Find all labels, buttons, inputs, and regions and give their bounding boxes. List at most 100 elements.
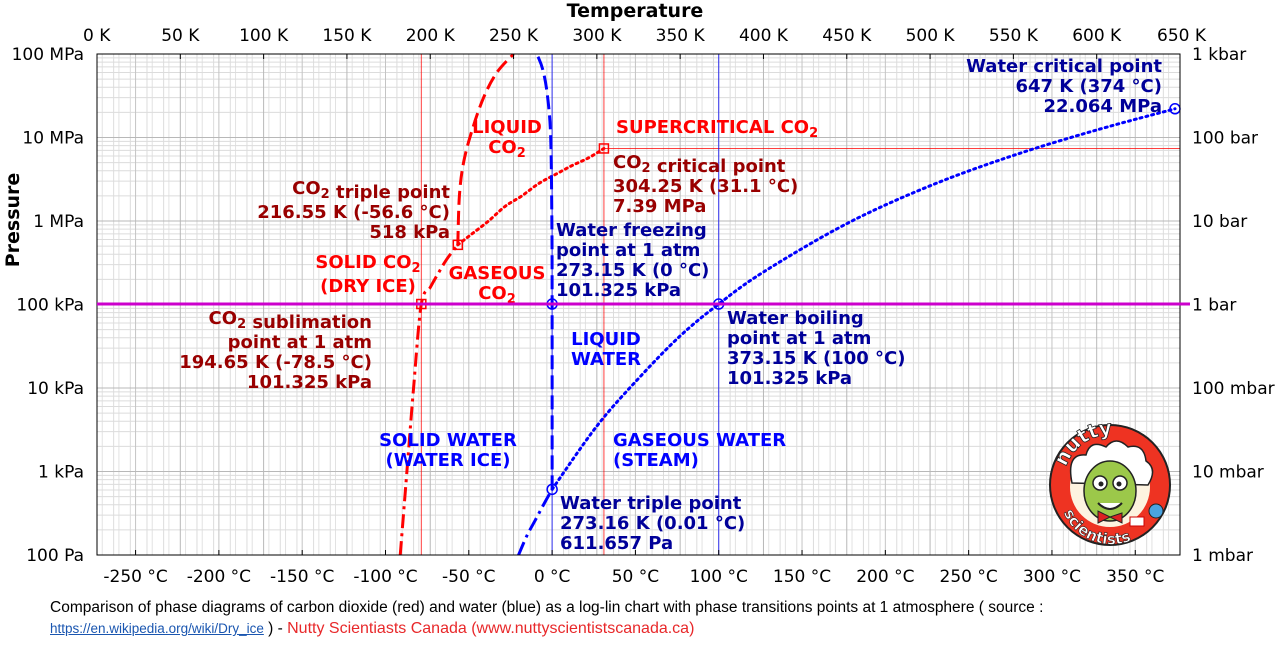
top-tick-label: 200 K: [406, 26, 456, 46]
annotation-text: triple point: [330, 182, 451, 203]
curve-co2-melting: [456, 54, 515, 245]
annotation: LIQUID CO2: [472, 117, 542, 161]
annotation-line: 101.325 kPa: [247, 372, 372, 393]
annotation-line: GASEOUS WATER: [613, 430, 786, 451]
bottom-tick-label: -50 °C: [442, 567, 496, 587]
bottom-tick-label: 300 °C: [1023, 567, 1081, 587]
annotation-line: CO2 triple point: [292, 178, 450, 203]
bottom-tick-label: 0 °C: [534, 567, 571, 587]
top-tick-label: 250 K: [489, 26, 539, 46]
annotation: SUPERCRITICAL CO2: [616, 117, 818, 141]
logo-bowtie: [1097, 510, 1123, 524]
left-tick-label: 100 kPa: [16, 296, 84, 316]
bottom-tick-label: 200 °C: [856, 567, 914, 587]
annotation-line: CO2: [488, 137, 526, 161]
annotation-line: 373.15 K (100 °C): [727, 348, 905, 369]
bottom-tick-label: 50 °C: [612, 567, 659, 587]
annotation: Water freezing point at 1 atm 273.15 K (0 …: [556, 220, 709, 301]
left-axis-title: Pressure: [2, 173, 24, 268]
annotation-subscript: 2: [517, 146, 526, 161]
right-tick-label: 1 bar: [1192, 296, 1236, 316]
annotation-line: 22.064 MPa: [1044, 96, 1163, 117]
annotation-text: CO: [781, 117, 810, 138]
left-tick-label: 100 MPa: [12, 45, 84, 65]
left-tick-label: 100 Pa: [26, 546, 84, 566]
top-tick-label: 50 K: [161, 26, 200, 46]
bottom-tick-label: -100 °C: [353, 567, 417, 587]
marker-water-triple: [546, 483, 558, 496]
curve-water-melting: [534, 54, 554, 490]
annotation-line: 7.39 MPa: [613, 196, 706, 217]
left-tick-label: 1 MPa: [33, 212, 84, 232]
bottom-tick-label: 100 °C: [690, 567, 748, 587]
annotation-line: Water freezing: [556, 220, 707, 241]
annotation-line: GASEOUS: [449, 263, 546, 284]
annotation: Water triple point 273.16 K (0.01 °C) 611.…: [560, 493, 745, 554]
top-tick-label: 650 K: [1157, 26, 1207, 46]
annotation-line: Water critical point: [966, 56, 1162, 77]
annotation-line: Water boiling: [727, 308, 864, 329]
top-tick-label: 0 K: [83, 26, 111, 46]
annotation-line: CO2 critical point: [613, 152, 786, 177]
curve-co2-boiling: [456, 146, 606, 247]
annotation-line: CO2 sublimation: [209, 308, 372, 333]
annotation-line: LIQUID: [571, 329, 641, 350]
annotation-subscript: 2: [642, 161, 651, 176]
top-tick-label: 150 K: [322, 26, 372, 46]
annotation-line: (WATER ICE): [386, 450, 511, 471]
right-tick-label: 10 bar: [1192, 212, 1247, 232]
annotation-line: 647 K (374 °C): [1015, 76, 1162, 97]
annotation-line: 194.65 K (-78.5 °C): [179, 352, 372, 373]
curve-water-boiling: [550, 107, 1177, 491]
annotation-line: CO2: [478, 283, 516, 307]
annotation-text: CO: [488, 137, 517, 158]
annotation-line: WATER: [571, 349, 641, 370]
annotation-line: SOLID CO2: [315, 252, 420, 276]
annotation-line: SUPERCRITICAL CO2: [616, 117, 818, 141]
logo-flask: [1148, 503, 1164, 519]
nutty-scientists-logo: nutty scientists: [1046, 413, 1174, 551]
annotation: SOLID CO2 (DRY ICE): [315, 252, 420, 297]
logo-face: [1083, 460, 1137, 522]
bottom-tick-label: -200 °C: [187, 567, 251, 587]
left-tick-label: 10 kPa: [27, 379, 84, 399]
annotation: CO2 triple point 216.55 K (-56.6 °C) 518 k…: [257, 178, 450, 243]
bottom-tick-label: 250 °C: [940, 567, 998, 587]
annotation: GASEOUS WATER (STEAM): [613, 430, 786, 471]
caption-close: ) -: [268, 620, 283, 637]
annotation-line: (DRY ICE): [320, 276, 416, 297]
annotation: Water boiling point at 1 atm 373.15 K (100…: [727, 308, 905, 389]
top-tick-label: 550 K: [989, 26, 1039, 46]
right-tick-label: 1 mbar: [1192, 546, 1253, 566]
annotation: Water critical point 647 K (374 °C) 22.064…: [966, 56, 1162, 117]
logo-pupil-left: [1098, 481, 1104, 487]
annotation-line: LIQUID: [472, 117, 542, 138]
caption-text: Comparison of phase diagrams of carbon d…: [50, 599, 1044, 616]
annotation-line: 611.657 Pa: [560, 533, 673, 554]
logo-mouth: [1097, 502, 1123, 510]
left-tick-label: 10 MPa: [22, 129, 84, 149]
bottom-tick-label: 350 °C: [1106, 567, 1164, 587]
annotation-line: point at 1 atm: [228, 332, 372, 353]
annotation: CO2 sublimation point at 1 atm 194.65 K (-…: [179, 308, 372, 393]
right-tick-label: 100 bar: [1192, 129, 1258, 149]
curve-water-sublimation: [517, 488, 554, 555]
right-tick-label: 1 kbar: [1192, 45, 1246, 65]
annotation-line: (STEAM): [613, 450, 699, 471]
marker-co2-critical: [598, 143, 610, 154]
annotation-line: 273.16 K (0.01 °C): [560, 513, 745, 534]
source-link[interactable]: https://en.wikipedia.org/wiki/Dry_ice: [50, 621, 264, 636]
annotation-text: sublimation: [246, 312, 372, 333]
annotation-text: CO: [478, 283, 507, 304]
caption-credit: Nutty Scientiasts Canada (www.nuttyscien…: [287, 620, 695, 637]
annotation-line: SOLID WATER: [379, 430, 517, 451]
annotation-line: point at 1 atm: [727, 328, 871, 349]
annotation-subscript: 2: [237, 317, 246, 332]
annotation-line: 518 kPa: [369, 222, 450, 243]
top-tick-label: 300 K: [572, 26, 622, 46]
right-tick-label: 100 mbar: [1192, 379, 1275, 399]
annotation-subscript: 2: [412, 261, 421, 276]
top-axis-title: Temperature: [567, 0, 704, 22]
